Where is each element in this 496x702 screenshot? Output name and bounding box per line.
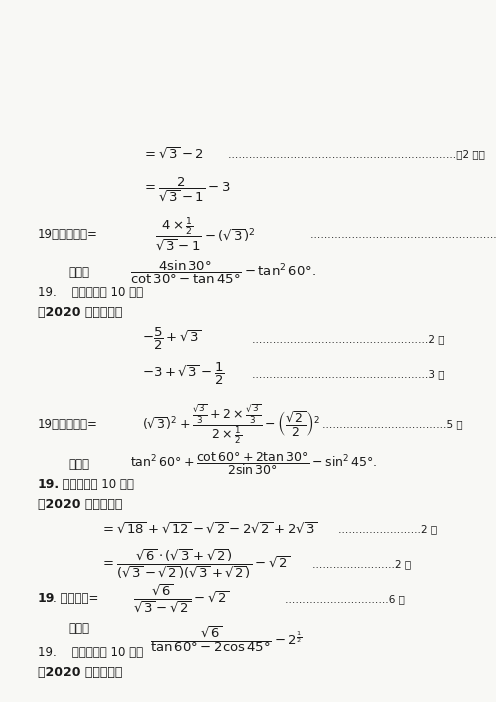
Text: $\tan^{2}60°+\dfrac{\cot 60°+2\tan 30°}{2\sin 30°}-\sin^{2}45°.$: $\tan^{2}60°+\dfrac{\cot 60°+2\tan 30°}{… bbox=[130, 451, 377, 477]
Text: ………………………………5 分: ………………………………5 分 bbox=[322, 419, 463, 429]
Text: ……………………………………………3 分: ……………………………………………3 分 bbox=[252, 369, 444, 379]
Text: 【2020 崇明一模】: 【2020 崇明一模】 bbox=[38, 498, 123, 510]
Text: $=\dfrac{\sqrt{6}\cdot(\sqrt{3}+\sqrt{2})}{(\sqrt{3}-\sqrt{2})(\sqrt{3}+\sqrt{2}: $=\dfrac{\sqrt{6}\cdot(\sqrt{3}+\sqrt{2}… bbox=[100, 547, 290, 581]
Text: 19.    （本题满分 10 分）: 19. （本题满分 10 分） bbox=[38, 286, 143, 298]
Text: 【2020 虹口一模】: 【2020 虹口一模】 bbox=[38, 305, 123, 319]
Text: $=\sqrt{3}-2$: $=\sqrt{3}-2$ bbox=[142, 147, 204, 161]
Text: …………………………6 分: …………………………6 分 bbox=[285, 594, 405, 604]
Text: ……………………2 分: ……………………2 分 bbox=[338, 524, 437, 534]
Text: $\dfrac{\sqrt{6}}{\tan 60°-2\cos 45°}-2^{\frac{1}{2}}$: $\dfrac{\sqrt{6}}{\tan 60°-2\cos 45°}-2^… bbox=[150, 624, 303, 654]
Text: . 解：原式=: . 解：原式= bbox=[53, 592, 98, 606]
Text: $-3+\sqrt{3}-\dfrac{1}{2}$: $-3+\sqrt{3}-\dfrac{1}{2}$ bbox=[142, 361, 225, 387]
Text: $-\dfrac{5}{2}+\sqrt{3}$: $-\dfrac{5}{2}+\sqrt{3}$ bbox=[142, 326, 201, 352]
Text: 计算：: 计算： bbox=[68, 265, 89, 279]
Text: $(\sqrt{3})^{2}+\dfrac{\frac{\sqrt{3}}{3}+2\times\frac{\sqrt{3}}{3}}{2\times\fra: $(\sqrt{3})^{2}+\dfrac{\frac{\sqrt{3}}{3… bbox=[142, 402, 320, 446]
Text: …………………………………………………（8 分）: …………………………………………………（8 分） bbox=[310, 229, 496, 239]
Text: 19．解：原式=: 19．解：原式= bbox=[38, 418, 98, 430]
Text: …………………………………………………………（2 分）: …………………………………………………………（2 分） bbox=[228, 149, 485, 159]
Text: 19: 19 bbox=[38, 592, 56, 606]
Text: $\dfrac{4\sin 30°}{\cot 30°-\tan 45°}-\tan^{2}60°.$: $\dfrac{4\sin 30°}{\cot 30°-\tan 45°}-\t… bbox=[130, 258, 316, 286]
Text: ……………………2 分: ……………………2 分 bbox=[312, 559, 411, 569]
Text: 【2020 宝山一模】: 【2020 宝山一模】 bbox=[38, 665, 123, 679]
Text: 19．解：原式=: 19．解：原式= bbox=[38, 227, 98, 241]
Text: $\dfrac{4\times\frac{1}{2}}{\sqrt{3}-1}-(\sqrt{3})^{2}$: $\dfrac{4\times\frac{1}{2}}{\sqrt{3}-1}-… bbox=[155, 216, 255, 253]
Text: $=\dfrac{2}{\sqrt{3}-1}-3$: $=\dfrac{2}{\sqrt{3}-1}-3$ bbox=[142, 176, 231, 204]
Text: ……………………………………………2 分: ……………………………………………2 分 bbox=[252, 334, 444, 344]
Text: $\dfrac{\sqrt{6}}{\sqrt{3}-\sqrt{2}}-\sqrt{2}$: $\dfrac{\sqrt{6}}{\sqrt{3}-\sqrt{2}}-\sq… bbox=[133, 583, 230, 615]
Text: 19.: 19. bbox=[38, 477, 60, 491]
Text: 〈本题满分 10 分）: 〈本题满分 10 分） bbox=[55, 477, 134, 491]
Text: 计算：: 计算： bbox=[68, 623, 89, 635]
Text: $= \sqrt{18}+\sqrt{12}-\sqrt{2}-2\sqrt{2}+2\sqrt{3}$: $= \sqrt{18}+\sqrt{12}-\sqrt{2}-2\sqrt{2… bbox=[100, 522, 318, 536]
Text: 计算：: 计算： bbox=[68, 458, 89, 470]
Text: 19.    （本题满分 10 分）: 19. （本题满分 10 分） bbox=[38, 646, 143, 658]
